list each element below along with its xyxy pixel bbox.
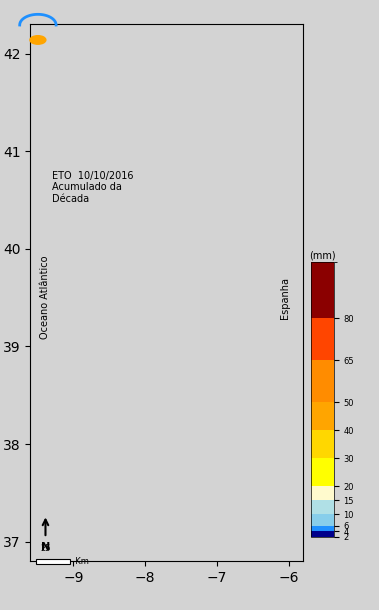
Text: N: N xyxy=(41,542,50,552)
Text: Km: Km xyxy=(70,557,89,565)
Text: Oceano Atlântico: Oceano Atlântico xyxy=(40,256,50,339)
Text: Espanha: Espanha xyxy=(280,277,290,318)
Text: ETO  10/10/2016
Acumulado da
Década: ETO 10/10/2016 Acumulado da Década xyxy=(52,171,133,204)
Text: 25: 25 xyxy=(40,544,51,553)
Bar xyxy=(36,559,70,564)
Title: (mm): (mm) xyxy=(309,250,335,260)
Ellipse shape xyxy=(30,36,46,45)
